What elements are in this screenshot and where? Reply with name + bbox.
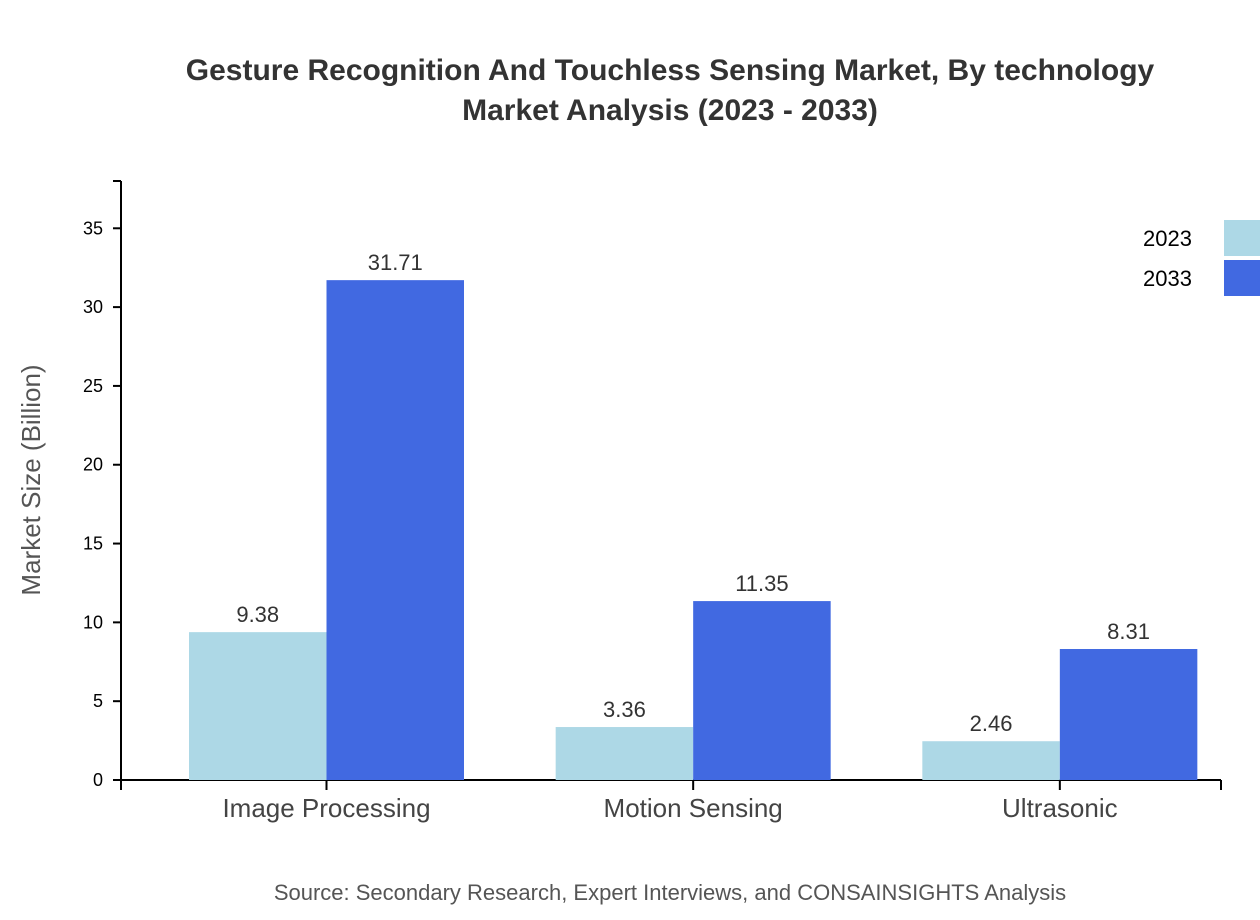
bar-value-label: 3.36 [603,697,646,722]
bar-value-label: 9.38 [236,602,279,627]
y-tick-label: 30 [83,297,103,317]
bar-2033 [693,601,831,780]
bar-2023 [189,632,327,780]
y-tick-label: 15 [83,534,103,554]
bar-2033 [326,280,464,780]
y-tick-label: 5 [93,691,103,711]
y-axis-label: Market Size (Billion) [16,364,46,595]
bars: 9.38 31.71 3.36 11.35 2.46 8.31 [189,250,1198,780]
x-tick-label: Ultrasonic [1002,793,1118,823]
y-tick-label: 20 [83,455,103,475]
bar-2023 [555,727,694,780]
source-note: Source: Secondary Research, Expert Inter… [274,880,1066,905]
x-tick-label: Image Processing [222,793,430,823]
y-tick-label: 35 [83,218,103,238]
bar-value-label: 2.46 [970,711,1013,736]
y-tick-label: 25 [83,376,103,396]
bar-2023 [922,741,1060,780]
chart-title-line1: Gesture Recognition And Touchless Sensin… [186,54,1155,87]
bar-value-label: 8.31 [1107,619,1150,644]
bar-value-label: 11.35 [735,571,788,596]
x-tick-label: Motion Sensing [604,793,783,823]
y-tick-label: 10 [83,612,103,632]
axes: 0 5 10 15 20 25 30 35 Image Processing Motion Sen… [83,180,1222,823]
bar-2033 [1059,649,1198,780]
y-tick-label: 0 [93,770,103,790]
legend-swatch [1224,260,1260,296]
legend: 2023 2033 [1143,220,1260,296]
bar-value-label: 31.71 [368,250,423,275]
legend-swatch [1224,220,1260,256]
chart-title-line2: Market Analysis (2023 - 2033) [462,94,878,127]
legend-label: 2033 [1143,266,1192,291]
legend-label: 2023 [1143,226,1192,251]
